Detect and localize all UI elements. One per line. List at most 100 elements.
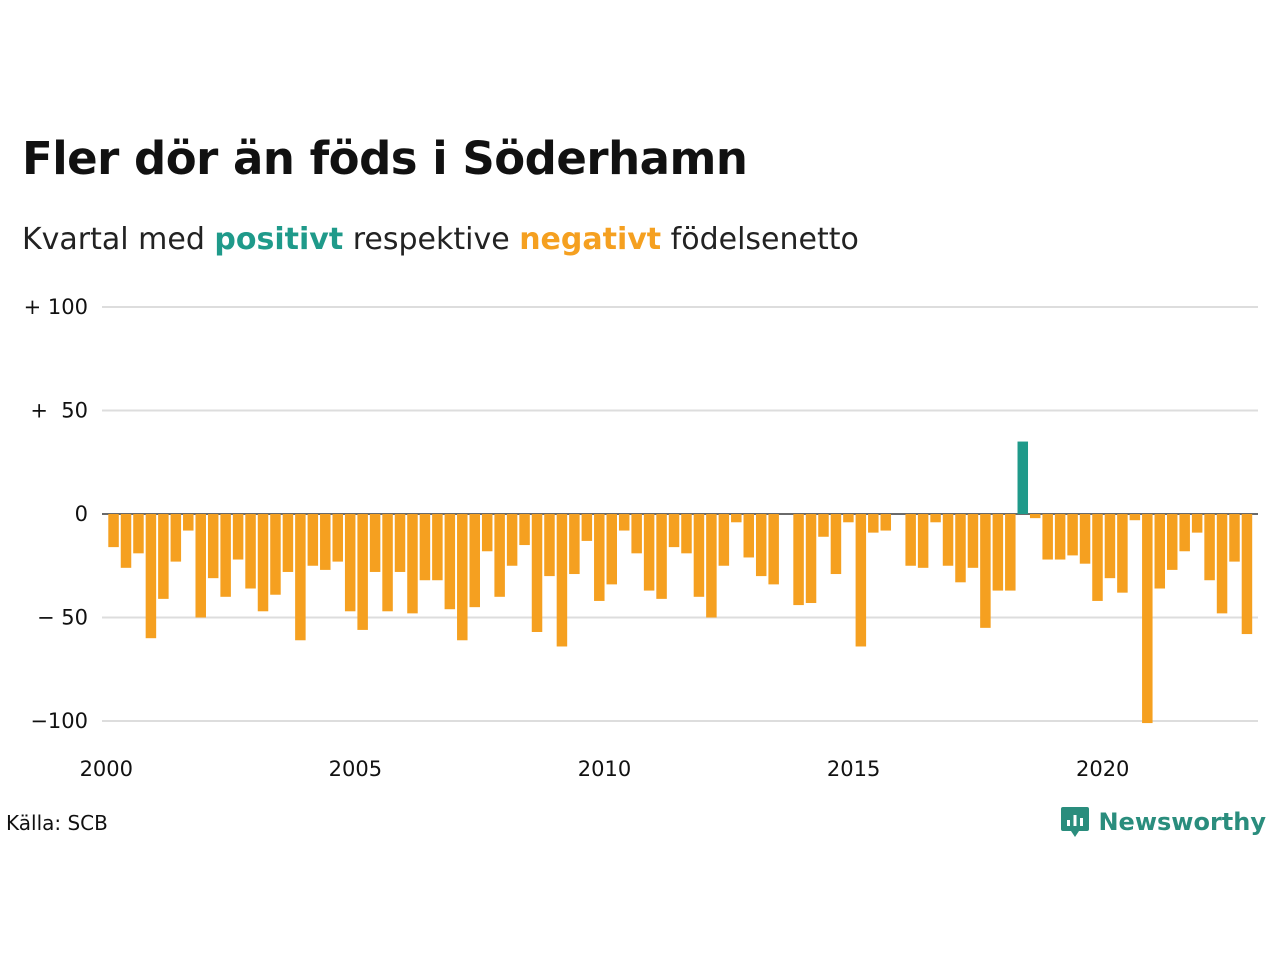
bar-negative [257,514,269,612]
bar-positive [1017,441,1029,514]
bar-negative [1079,514,1091,564]
bar-negative [693,514,705,597]
bar-negative [631,514,642,554]
bar-negative [618,514,630,531]
subtitle-suffix: födelsenetto [661,222,859,257]
bar-negative [506,514,518,566]
bar-negative [1241,514,1253,635]
bar-negative [419,514,431,581]
bar-negative [681,514,692,554]
bar-negative [1229,514,1240,562]
bar-negative [1067,514,1078,556]
bar-negative [270,514,281,595]
bar-negative [556,514,568,647]
bar-negative [444,514,456,610]
bar-negative [170,514,182,562]
y-tick-label: −100 [30,709,88,733]
x-tick-label: 2000 [80,757,133,781]
bar-negative [1129,514,1141,521]
bar-negative [544,514,555,577]
bar-negative [668,514,680,548]
y-tick-label: + 100 [24,295,88,319]
bar-negative [457,514,468,641]
bar-negative [307,514,319,566]
bar-negative [494,514,505,597]
bar-negative [108,514,119,548]
bar-negative [1104,514,1116,579]
brand-name: Newsworthy [1098,808,1266,836]
bar-negative [805,514,817,604]
bar-negative [955,514,966,583]
bar-negative [282,514,294,572]
y-tick-label: − 50 [37,606,88,630]
bar-negative [967,514,979,568]
bar-negative [295,514,306,641]
bar-negative [1166,514,1178,570]
brand-logo: Newsworthy [1060,804,1266,840]
bar-negative [481,514,493,552]
bar-negative [880,514,892,531]
bar-negative [843,514,854,523]
bar-negative [606,514,617,585]
x-tick-label: 2005 [329,757,382,781]
bar-negative [942,514,954,566]
bar-negative [768,514,779,585]
bar-negative [207,514,219,579]
bar-negative [868,514,879,533]
bar-negative [793,514,804,606]
bar-negative [332,514,343,562]
subtitle-negative-word: negativt [519,222,662,257]
bar-negative [382,514,393,612]
bar-negative [394,514,406,572]
bar-negative [1042,514,1053,560]
bar-negative [531,514,543,632]
bar-negative [1179,514,1190,552]
bar-negative [594,514,605,601]
bar-negative [930,514,941,523]
bar-negative [407,514,418,614]
bar-negative [992,514,1004,591]
bar-negative [1117,514,1128,593]
bar-negative [344,514,356,612]
bar-negative [158,514,169,599]
bar-negative [1216,514,1228,614]
bar-negative [830,514,842,575]
chart-title: Fler dör än föds i Söderhamn [22,132,748,185]
bar-negative [905,514,916,566]
bar-negative [369,514,381,572]
y-axis-tick-labels: + 100 + 50 0 − 50 −100 [24,295,88,733]
bar-negative [183,514,194,531]
bar-negative [656,514,667,599]
bar-negative [232,514,244,560]
x-tick-label: 2020 [1076,757,1129,781]
subtitle-middle: respektive [343,222,520,257]
source-note: Källa: SCB [6,811,108,835]
bar-negative [917,514,929,568]
bar-negative [1005,514,1016,591]
bar-negative [731,514,742,523]
bar-negative [569,514,580,575]
bar-negative [643,514,655,591]
bar-negative [706,514,717,618]
bar-negative [855,514,867,647]
bar-negative [195,514,206,618]
newsworthy-logo-icon [1061,807,1090,837]
bar-negative [220,514,231,597]
bar-negative [581,514,593,541]
bar-negative [133,514,144,554]
bar-negative [145,514,157,639]
bar-negative [1029,514,1041,519]
bar-negative [755,514,767,577]
bar-negative [980,514,991,628]
y-tick-label: + 50 [30,399,88,423]
bar-negative [1142,514,1153,724]
bar-negative [1092,514,1103,601]
bar-negative [432,514,443,581]
bars [108,441,1253,724]
gridlines [102,306,1258,722]
bar-negative [1191,514,1203,533]
bar-negative [245,514,256,589]
bar-negative [357,514,368,630]
bar-negative [743,514,755,558]
